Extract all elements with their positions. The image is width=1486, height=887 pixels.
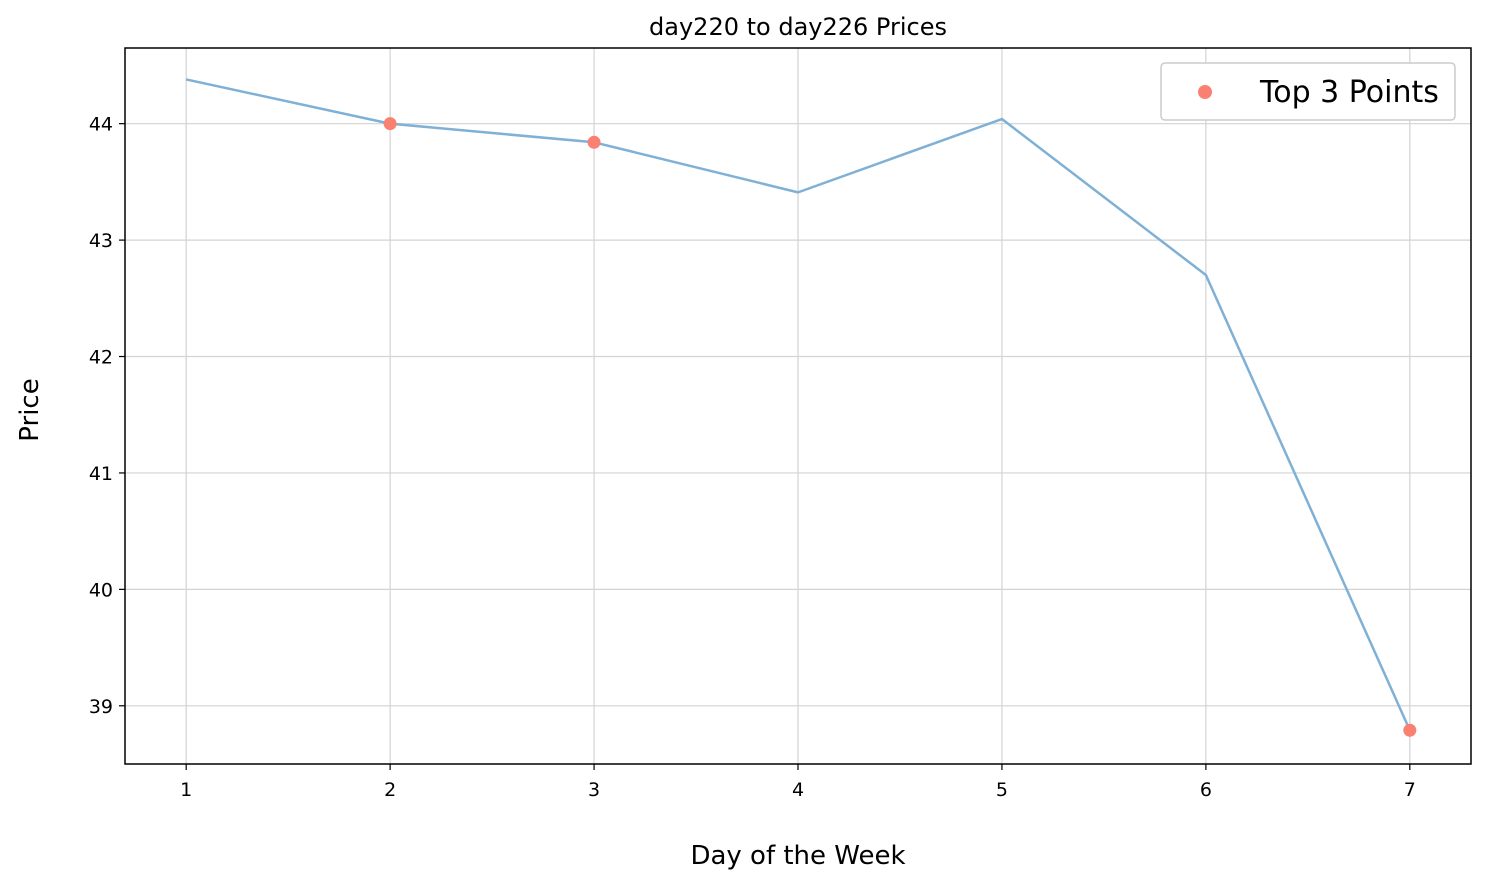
y-axis-ticks: 39 40 41 42 43 44: [89, 114, 125, 718]
top-point-marker: [587, 135, 601, 149]
top-point-marker: [1403, 723, 1417, 737]
y-tick-label: 39: [89, 696, 113, 718]
y-tick-label: 40: [89, 579, 113, 601]
y-tick-label: 42: [89, 347, 113, 369]
top-points-series: [383, 117, 1417, 737]
x-tick-label: 1: [180, 779, 192, 801]
legend-label-top-3-points: Top 3 Points: [1259, 75, 1439, 110]
legend: Top 3 Points: [1160, 62, 1456, 121]
y-tick-label: 41: [89, 463, 113, 485]
grid: [125, 48, 1471, 764]
x-tick-label: 6: [1200, 779, 1212, 801]
x-tick-label: 5: [996, 779, 1008, 801]
x-tick-label: 3: [588, 779, 600, 801]
legend-box: [1160, 62, 1456, 121]
x-tick-label: 4: [792, 779, 804, 801]
x-axis-ticks: 1 2 3 4 5 6 7: [180, 764, 1416, 801]
y-tick-label: 43: [89, 230, 113, 252]
y-tick-label: 44: [89, 114, 113, 136]
chart-title: day220 to day226 Prices: [649, 13, 947, 41]
plot-area-frame: [124, 47, 1472, 765]
x-tick-label: 7: [1404, 779, 1416, 801]
top-point-marker: [383, 117, 397, 131]
x-tick-label: 2: [384, 779, 396, 801]
y-axis-label: Price: [15, 378, 45, 441]
legend-marker: [1198, 85, 1212, 99]
x-axis-label: Day of the Week: [690, 841, 905, 871]
